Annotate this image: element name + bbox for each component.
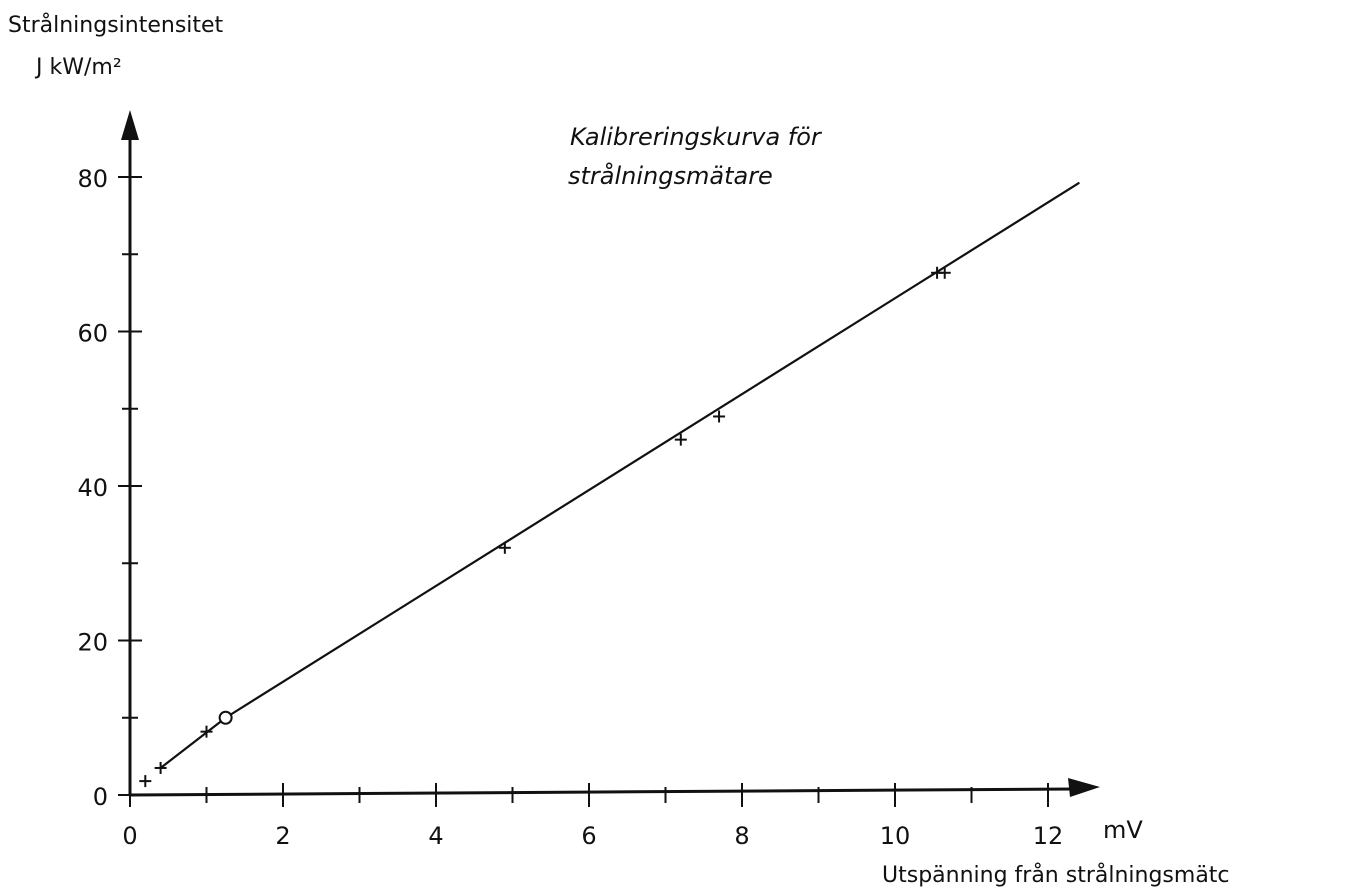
y-tick-label: 40 (77, 474, 108, 502)
x-axis-line (129, 787, 1075, 797)
x-tick-label: 8 (734, 822, 749, 850)
data-point-plus (200, 725, 213, 738)
y-axis-arrow (121, 110, 139, 140)
y-axis-title-line-2: J kW/m² (34, 55, 122, 80)
chart-title-line-2: strålningsmätare (568, 161, 773, 190)
fit-line-group (159, 182, 1080, 770)
x-axis-arrow (1068, 778, 1100, 797)
x-tick-label: 2 (275, 822, 290, 850)
chart-title-line-1: Kalibreringskurva för (570, 123, 823, 151)
data-point-plus (139, 775, 152, 788)
x-tick-label: 6 (581, 822, 596, 850)
calibration-line (159, 182, 1080, 770)
y-axis-title-line-1: Strålningsintensitet (8, 12, 224, 38)
data-point-plus (938, 266, 951, 279)
data-point-plus (154, 761, 167, 774)
x-tick-label: 10 (880, 822, 911, 850)
x-tick-label: 12 (1033, 822, 1064, 850)
data-point-circle (218, 710, 233, 725)
data-point-plus (674, 433, 687, 446)
y-tick-label: 0 (93, 783, 108, 811)
x-tick-label: 0 (122, 822, 137, 850)
data-point-plus (498, 541, 511, 554)
x-axis-title: Utspänning från strålningsmätc (882, 862, 1230, 888)
data-point-plus (713, 410, 726, 423)
y-tick-label: 20 (77, 629, 108, 657)
y-tick-label: 80 (77, 165, 108, 193)
axis-ticks (118, 176, 1049, 807)
tick-labels: 0 2 4 6 8 10 12 0 20 40 60 80 (77, 165, 1063, 850)
x-axis-unit: mV (1103, 816, 1143, 844)
x-tick-label: 4 (428, 822, 443, 850)
data-points (139, 266, 951, 788)
y-tick-label: 60 (77, 320, 108, 348)
